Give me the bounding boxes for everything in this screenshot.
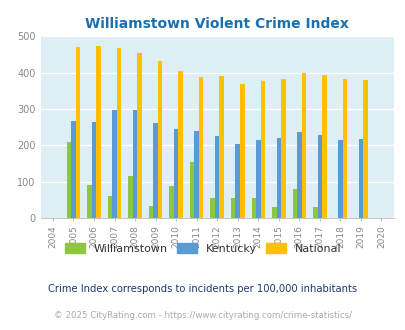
Bar	[337, 141, 342, 218]
Bar	[256, 140, 260, 218]
Bar	[317, 135, 321, 218]
Bar	[210, 198, 214, 218]
Bar	[271, 207, 276, 218]
Bar	[173, 129, 178, 218]
Bar	[292, 189, 296, 218]
Bar	[219, 76, 224, 218]
Bar	[158, 61, 162, 218]
Bar	[280, 79, 285, 218]
Bar	[235, 145, 239, 218]
Bar	[169, 186, 173, 218]
Bar	[239, 84, 244, 218]
Bar	[321, 75, 326, 218]
Bar	[312, 207, 317, 218]
Bar	[342, 80, 346, 218]
Bar	[260, 81, 264, 218]
Bar	[96, 46, 100, 218]
Bar	[198, 77, 203, 218]
Bar	[214, 136, 219, 218]
Bar	[358, 139, 362, 218]
Bar	[194, 131, 198, 218]
Bar	[301, 73, 305, 218]
Bar	[112, 110, 117, 218]
Bar	[276, 138, 280, 218]
Bar	[362, 80, 367, 218]
Bar	[132, 110, 137, 218]
Bar	[296, 132, 301, 218]
Text: © 2025 CityRating.com - https://www.cityrating.com/crime-statistics/: © 2025 CityRating.com - https://www.city…	[54, 312, 351, 320]
Bar	[178, 71, 183, 218]
Bar	[149, 206, 153, 218]
Bar	[190, 162, 194, 218]
Bar	[92, 122, 96, 218]
Text: Crime Index corresponds to incidents per 100,000 inhabitants: Crime Index corresponds to incidents per…	[48, 284, 357, 294]
Bar	[66, 142, 71, 218]
Legend: Williamstown, Kentucky, National: Williamstown, Kentucky, National	[60, 239, 345, 258]
Bar	[75, 47, 80, 218]
Bar	[117, 48, 121, 218]
Bar	[107, 196, 112, 218]
Bar	[87, 185, 92, 218]
Bar	[230, 198, 235, 218]
Bar	[71, 120, 75, 218]
Bar	[137, 52, 141, 218]
Title: Williamstown Violent Crime Index: Williamstown Violent Crime Index	[85, 17, 348, 31]
Bar	[251, 198, 256, 218]
Bar	[153, 123, 158, 218]
Bar	[128, 176, 132, 218]
